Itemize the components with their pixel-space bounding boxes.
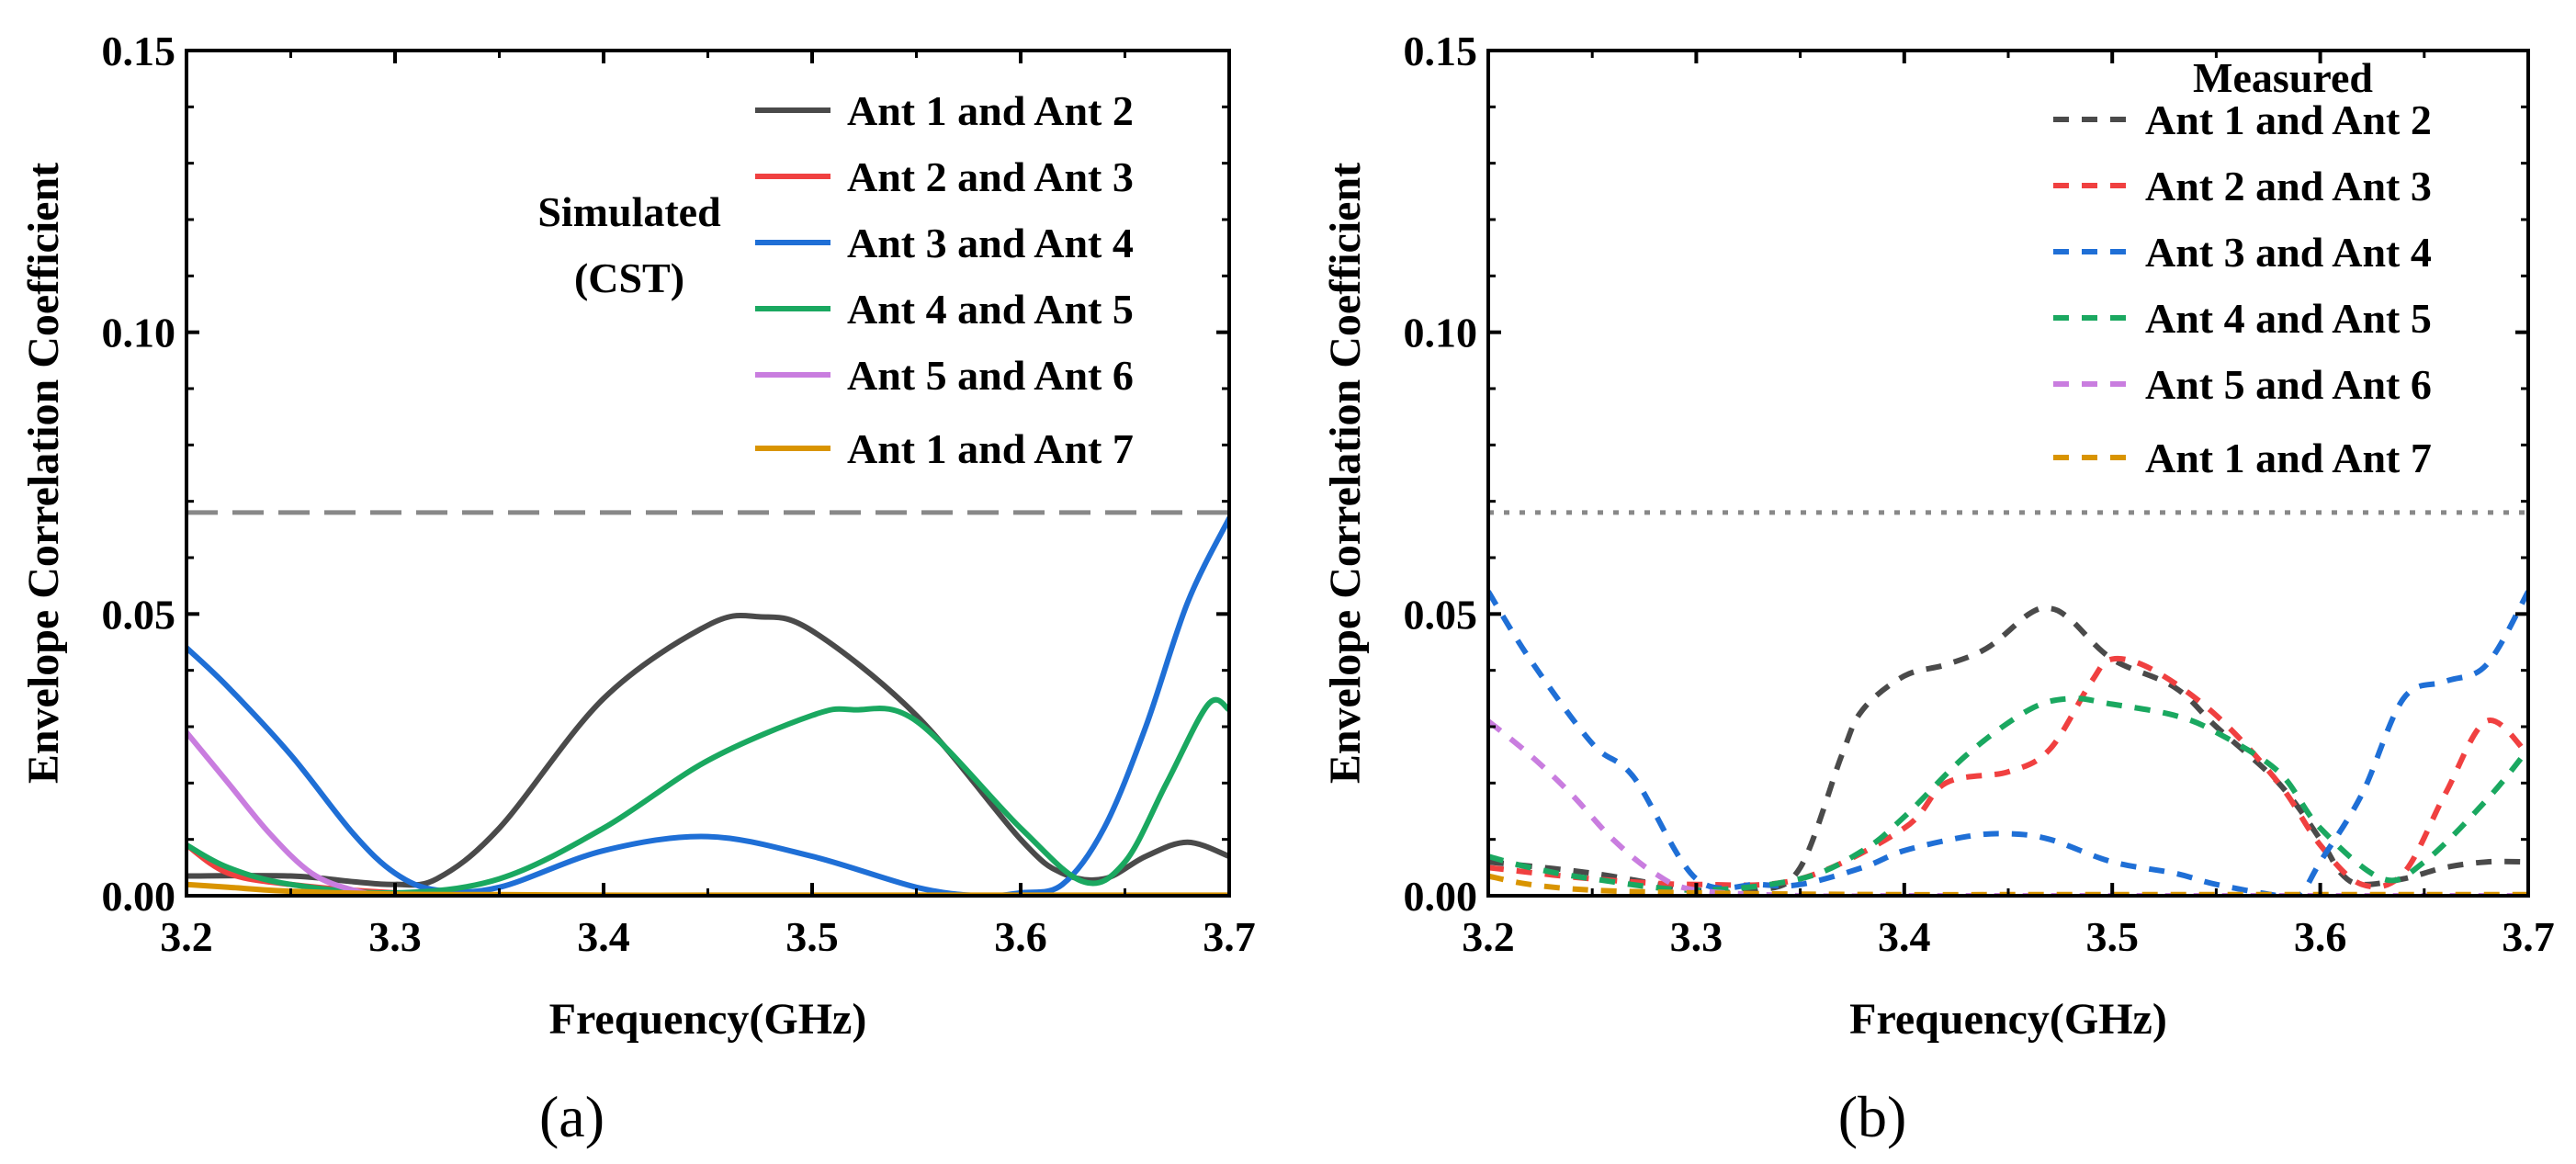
x-tick-label: 3.4 bbox=[577, 913, 630, 960]
panel-caption: (a) bbox=[539, 1084, 604, 1149]
x-axis-label: Frequency(GHz) bbox=[1849, 995, 2167, 1044]
chart-panel-b: 3.2 3.3 3.4 3.5 3.6 3.7 0.00 0.05 0.10 0.15 Freque… bbox=[1321, 28, 2555, 1149]
series-lines bbox=[186, 515, 1229, 896]
x-tick-label: 3.2 bbox=[160, 913, 213, 960]
y-axis-label: Envelope Correlation Coefficient bbox=[19, 163, 68, 784]
annotation-text: Simulated bbox=[537, 188, 721, 235]
x-tick-label: 3.7 bbox=[2502, 913, 2555, 960]
y-tick-label: 0.10 bbox=[1404, 310, 1478, 356]
legend-label: Ant 1 and Ant 7 bbox=[2145, 435, 2432, 481]
legend-label: Ant 5 and Ant 6 bbox=[847, 352, 1134, 399]
legend-label: Ant 5 and Ant 6 bbox=[2145, 361, 2432, 408]
y-axis-label: Envelope Correlation Coefficient bbox=[1321, 163, 1370, 784]
y-tick-label: 0.15 bbox=[1404, 28, 1478, 74]
x-tick-label: 3.3 bbox=[368, 913, 422, 960]
series-line-3 bbox=[1488, 590, 2528, 896]
y-tick-label: 0.05 bbox=[102, 591, 176, 638]
legend-label: Ant 1 and Ant 2 bbox=[847, 87, 1134, 134]
series-line-1 bbox=[1488, 605, 2528, 896]
x-tick-label: 3.3 bbox=[1670, 913, 1723, 960]
x-tick-label: 3.5 bbox=[785, 913, 839, 960]
series-line-1 bbox=[186, 612, 1229, 888]
legend-label: Ant 2 and Ant 3 bbox=[847, 153, 1134, 200]
legend-label: Ant 1 and Ant 2 bbox=[2145, 96, 2432, 143]
legend-title: Measured bbox=[2193, 54, 2373, 101]
legend-label: Ant 3 and Ant 4 bbox=[2145, 229, 2432, 276]
y-tick-label: 0.00 bbox=[102, 873, 176, 920]
series-line-4 bbox=[186, 696, 1229, 896]
series-line-5 bbox=[186, 729, 1229, 896]
legend-label: Ant 4 and Ant 5 bbox=[2145, 295, 2432, 342]
series-line-5 bbox=[1488, 718, 2528, 896]
series-line-3 bbox=[186, 515, 1229, 896]
legend: Ant 1 and Ant 2 Ant 2 and Ant 3 Ant 3 and … bbox=[755, 87, 1134, 472]
legend-label: Ant 2 and Ant 3 bbox=[2145, 163, 2432, 209]
x-tick-label: 3.4 bbox=[1878, 913, 1931, 960]
x-tick-label: 3.5 bbox=[2085, 913, 2139, 960]
x-tick-label: 3.6 bbox=[994, 913, 1047, 960]
y-tick-label: 0.00 bbox=[1404, 873, 1478, 920]
legend-label: Ant 3 and Ant 4 bbox=[847, 220, 1134, 266]
y-tick-label: 0.10 bbox=[102, 310, 176, 356]
y-tick-label: 0.15 bbox=[102, 28, 176, 74]
x-tick-label: 3.7 bbox=[1203, 913, 1256, 960]
legend-label: Ant 4 and Ant 5 bbox=[847, 286, 1134, 333]
x-axis-label: Frequency(GHz) bbox=[549, 995, 867, 1044]
chart-panel-a: 3.2 3.3 3.4 3.5 3.6 3.7 0.00 0.05 0.10 0.15 Freque… bbox=[19, 28, 1256, 1149]
panel-caption: (b) bbox=[1838, 1084, 1907, 1149]
x-tick-label: 3.6 bbox=[2294, 913, 2347, 960]
annotation-text: (CST) bbox=[574, 254, 684, 301]
legend-label: Ant 1 and Ant 7 bbox=[847, 425, 1134, 472]
series-lines bbox=[1488, 590, 2528, 896]
y-tick-label: 0.05 bbox=[1404, 591, 1478, 638]
x-tick-label: 3.2 bbox=[1462, 913, 1515, 960]
